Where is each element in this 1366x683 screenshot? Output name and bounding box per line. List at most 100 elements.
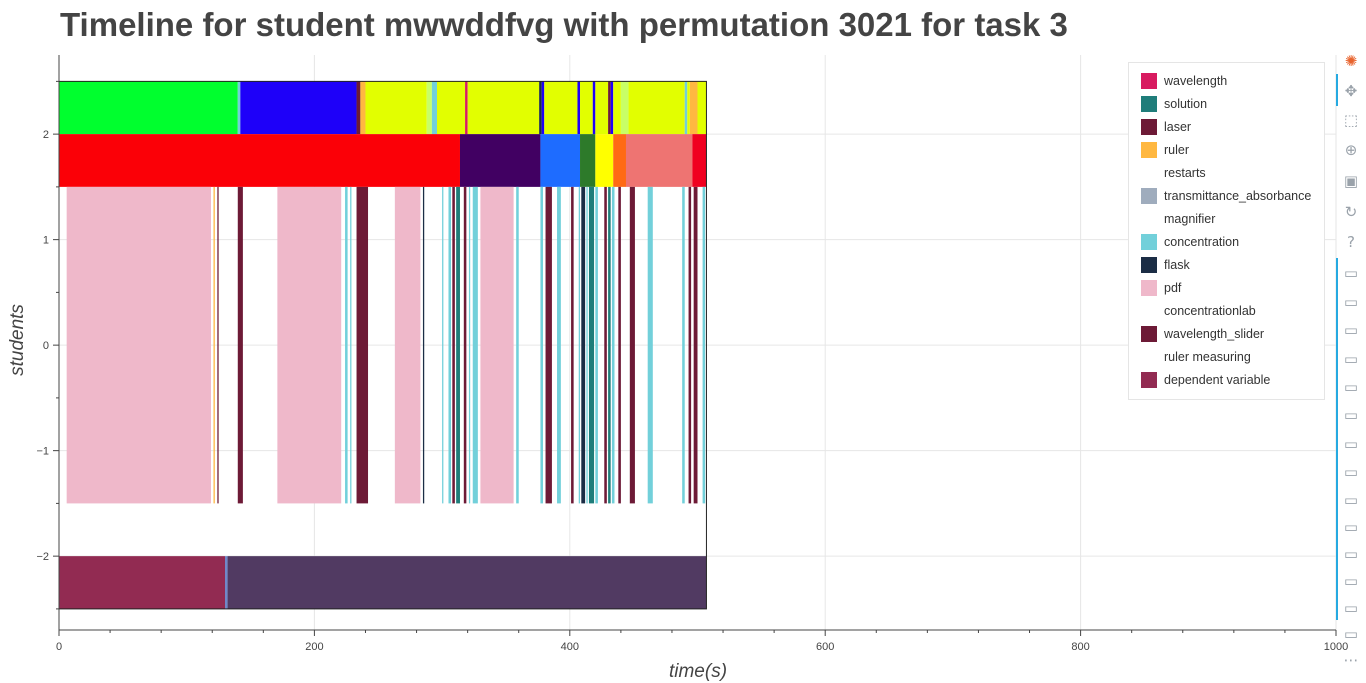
more-tools-icon[interactable]: ⋯ bbox=[1343, 651, 1359, 669]
timeline-segment bbox=[608, 186, 611, 504]
timeline-segment bbox=[613, 134, 626, 187]
timeline-segment bbox=[610, 81, 614, 135]
timeline-segment bbox=[365, 81, 427, 135]
reset-tool-icon[interactable]: ↻ bbox=[1344, 203, 1358, 221]
legend-item[interactable]: wavelength bbox=[1141, 72, 1227, 90]
timeline-segment bbox=[604, 186, 607, 504]
x-axis-label: time(s) bbox=[669, 661, 727, 682]
hover-tool-icon[interactable]: ▭ bbox=[1343, 378, 1359, 396]
timeline-segment bbox=[472, 186, 478, 504]
hover-tool-icon[interactable]: ▭ bbox=[1343, 293, 1359, 311]
timeline-segment bbox=[682, 186, 685, 504]
x-tick-label: 400 bbox=[561, 641, 579, 653]
box-zoom-icon[interactable]: ⬚ bbox=[1343, 111, 1359, 129]
timeline-segment bbox=[544, 81, 578, 135]
timeline-segment bbox=[350, 186, 352, 504]
hover-tool-icon[interactable]: ▭ bbox=[1343, 264, 1359, 282]
legend-item[interactable]: ruler bbox=[1141, 141, 1189, 159]
y-tick-label: −1 bbox=[36, 446, 49, 458]
timeline-segment bbox=[237, 186, 243, 504]
legend-item[interactable]: pdf bbox=[1141, 279, 1181, 297]
timeline-segment bbox=[540, 134, 581, 187]
timeline-segment bbox=[237, 81, 241, 135]
legend-label: dependent variable bbox=[1164, 373, 1271, 387]
timeline-segment bbox=[360, 81, 366, 135]
save-tool-icon[interactable]: ▣ bbox=[1343, 172, 1359, 190]
legend-swatch bbox=[1141, 188, 1157, 204]
legend-item[interactable]: dependent variable bbox=[1141, 371, 1270, 389]
chart-title: Timeline for student mwwddfvg with permu… bbox=[60, 6, 1068, 43]
timeline-segment bbox=[442, 186, 444, 504]
timeline-segment bbox=[611, 186, 615, 504]
timeline-segment bbox=[539, 81, 542, 135]
timeline-segment bbox=[431, 81, 437, 135]
timeline-segment bbox=[277, 186, 342, 504]
timeline-segment bbox=[59, 556, 226, 609]
timeline-segment bbox=[578, 186, 581, 504]
timeline-segment bbox=[620, 81, 629, 135]
legend-item[interactable]: magnifier bbox=[1141, 210, 1215, 228]
hover-tool-icon[interactable]: ▭ bbox=[1343, 463, 1359, 481]
legend-item[interactable]: solution bbox=[1141, 95, 1207, 113]
legend-swatch bbox=[1141, 280, 1157, 296]
help-icon[interactable]: ? bbox=[1347, 233, 1355, 251]
toolbar: ✺ ✥ ⬚ ⊕ ▣ ↻? ▭ ▭ ▭ ▭ ▭ ▭ ▭ ▭ ▭ ▭ ▭ ▭ ▭ ▭ ⋯ bbox=[1336, 46, 1366, 669]
hover-tool-icon[interactable]: ▭ bbox=[1343, 321, 1359, 339]
x-tick-label: 200 bbox=[305, 641, 323, 653]
hover-tool-icon[interactable]: ▭ bbox=[1343, 406, 1359, 424]
timeline-segment bbox=[595, 186, 598, 504]
timeline-segment bbox=[581, 186, 586, 504]
y-tick-label: 1 bbox=[43, 235, 49, 247]
hover-tool-icon[interactable]: ▭ bbox=[1343, 572, 1359, 590]
timeline-segment bbox=[456, 186, 460, 504]
legend-swatch bbox=[1141, 119, 1157, 135]
timeline-segment bbox=[426, 81, 432, 135]
timeline-segment bbox=[588, 186, 595, 504]
legend: wavelength solution laser ruler restarts tran… bbox=[1128, 62, 1325, 400]
legend-label: restarts bbox=[1164, 166, 1206, 180]
timeline-segment bbox=[625, 134, 693, 187]
timeline-segment bbox=[613, 81, 621, 135]
timeline-segment bbox=[628, 81, 685, 135]
timeline-segment bbox=[647, 186, 653, 504]
timeline-segment bbox=[227, 556, 707, 609]
x-tick-label: 800 bbox=[1071, 641, 1089, 653]
timeline-segment bbox=[557, 186, 561, 504]
timeline-segment bbox=[213, 186, 215, 504]
legend-label: transmittance_absorbance bbox=[1164, 189, 1312, 203]
legend-item[interactable]: wavelength_slider bbox=[1141, 325, 1264, 343]
timeline-segment bbox=[516, 186, 519, 504]
legend-item[interactable]: transmittance_absorbance bbox=[1141, 187, 1311, 205]
legend-swatch bbox=[1141, 165, 1157, 181]
hover-tool-icon[interactable]: ▭ bbox=[1343, 545, 1359, 563]
timeline-segment bbox=[580, 81, 593, 135]
pan-tool-icon[interactable]: ✥ bbox=[1344, 82, 1358, 100]
hover-tool-icon[interactable]: ▭ bbox=[1343, 518, 1359, 536]
legend-label: wavelength_slider bbox=[1164, 327, 1265, 341]
legend-swatch bbox=[1141, 303, 1157, 319]
legend-item[interactable]: concentrationlab bbox=[1141, 302, 1256, 320]
timeline-segment bbox=[467, 81, 540, 135]
wheel-zoom-icon[interactable]: ⊕ bbox=[1344, 141, 1358, 159]
hover-tool-icon[interactable]: ▭ bbox=[1343, 625, 1359, 643]
timeline-segment bbox=[545, 186, 552, 504]
legend-item[interactable]: ruler measuring bbox=[1141, 348, 1251, 366]
legend-label: ruler bbox=[1164, 143, 1190, 157]
legend-item[interactable]: restarts bbox=[1141, 164, 1206, 182]
timeline-segment bbox=[225, 556, 228, 609]
legend-swatch bbox=[1141, 349, 1157, 365]
bokeh-logo-icon[interactable]: ✺ bbox=[1344, 52, 1358, 70]
legend-item[interactable]: concentration bbox=[1141, 233, 1239, 251]
legend-item[interactable]: laser bbox=[1141, 118, 1191, 136]
hover-tool-icon[interactable]: ▭ bbox=[1343, 599, 1359, 617]
legend-item[interactable]: flask bbox=[1141, 256, 1190, 274]
timeline-segment bbox=[356, 81, 361, 135]
timeline-segment bbox=[595, 134, 614, 187]
timeline-segment bbox=[394, 186, 421, 504]
hover-tool-icon[interactable]: ▭ bbox=[1343, 435, 1359, 453]
timeline-segment bbox=[345, 186, 348, 504]
hover-tool-icon[interactable]: ▭ bbox=[1343, 350, 1359, 368]
hover-tool-icon[interactable]: ▭ bbox=[1343, 491, 1359, 509]
timeline-segment bbox=[59, 81, 238, 135]
